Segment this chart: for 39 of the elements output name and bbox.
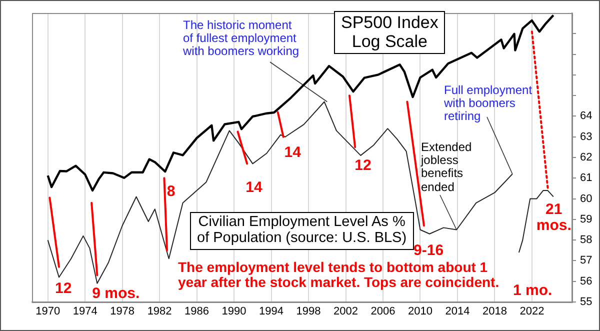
annotation: SP500 Index Log Scale — [334, 11, 446, 54]
y-tick-label: 62 — [580, 152, 592, 164]
x-tick-label: 1982 — [147, 306, 172, 318]
y-tick-label: 64 — [580, 110, 592, 122]
y-tick-label: 56 — [580, 275, 592, 288]
x-tick-label: 1994 — [259, 306, 284, 318]
x-tick-label: 2010 — [408, 306, 432, 318]
x-tick-label: 2002 — [334, 306, 358, 318]
annotation: 1 mo. — [513, 282, 552, 300]
annotation: 9-16 — [414, 242, 444, 260]
y-tick-label: 58 — [580, 234, 592, 246]
annotation: Civilian Employment Level As % of Population (source: U.S. BLS) — [190, 212, 414, 250]
x-tick-label: 2018 — [482, 306, 507, 318]
annotation: Full employment with boomers retiring — [444, 83, 532, 124]
annotation: 8 — [166, 182, 176, 200]
x-tick-label: 1990 — [222, 306, 246, 318]
x-tick-label: 1998 — [296, 306, 321, 318]
y-tick-label: 63 — [580, 130, 592, 143]
y-tick-label: 61 — [580, 172, 592, 184]
x-tick-label: 1986 — [184, 306, 210, 318]
x-tick-label: 1978 — [110, 306, 135, 318]
annotation: The employment level tends to bottom about 1 year after the stock market. Tops are coincident. — [178, 259, 500, 291]
x-tick-label: 2006 — [370, 306, 396, 318]
y-tick-label: 57 — [580, 254, 592, 267]
annotation: 9 mos. — [92, 285, 140, 303]
x-tick-label: 2022 — [520, 306, 544, 318]
annotation: 14 — [284, 144, 301, 162]
annotation: The historic moment of fullest employment with boomers working — [183, 18, 300, 59]
y-tick-label: 55 — [580, 296, 592, 308]
annotation: 12 — [354, 157, 372, 175]
x-tick-label: 1970 — [36, 306, 60, 318]
annotation: 12 — [55, 280, 72, 298]
y-tick-label: 59 — [580, 213, 592, 226]
annotation: Extended jobless benefits ended — [421, 140, 472, 194]
annotation: 14 — [246, 178, 262, 196]
y-tick-label: 60 — [580, 192, 592, 205]
annotation: 21 mos. — [536, 200, 572, 235]
x-tick-label: 1974 — [72, 306, 98, 318]
x-tick-label: 2014 — [445, 306, 470, 318]
